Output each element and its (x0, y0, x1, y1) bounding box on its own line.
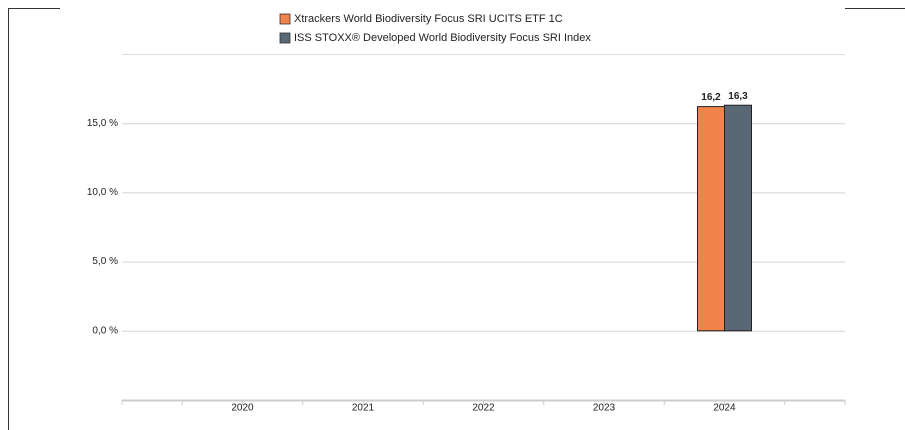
x-tick-label: 2022 (472, 403, 495, 414)
x-tick-label: 2020 (231, 403, 254, 414)
value-label: 16,2 (701, 92, 721, 103)
legend-label: Xtrackers World Biodiversity Focus SRI U… (294, 13, 563, 25)
legend-swatch (279, 32, 291, 44)
y-tick-label: 10,0 % (87, 187, 118, 198)
y-tick-label: 15,0 % (87, 118, 118, 129)
value-label: 16,3 (728, 91, 748, 102)
bar (724, 104, 752, 332)
bar (697, 106, 725, 332)
y-tick-label: 5,0 % (92, 256, 118, 267)
x-tick-label: 2023 (593, 403, 616, 414)
y-tick-label: 0,0 % (92, 325, 118, 336)
legend-swatch (279, 13, 291, 25)
x-tick-label: 2021 (352, 403, 375, 414)
legend-label: ISS STOXX® Developed World Biodiversity … (294, 32, 591, 44)
x-tick-label: 2024 (713, 403, 736, 414)
